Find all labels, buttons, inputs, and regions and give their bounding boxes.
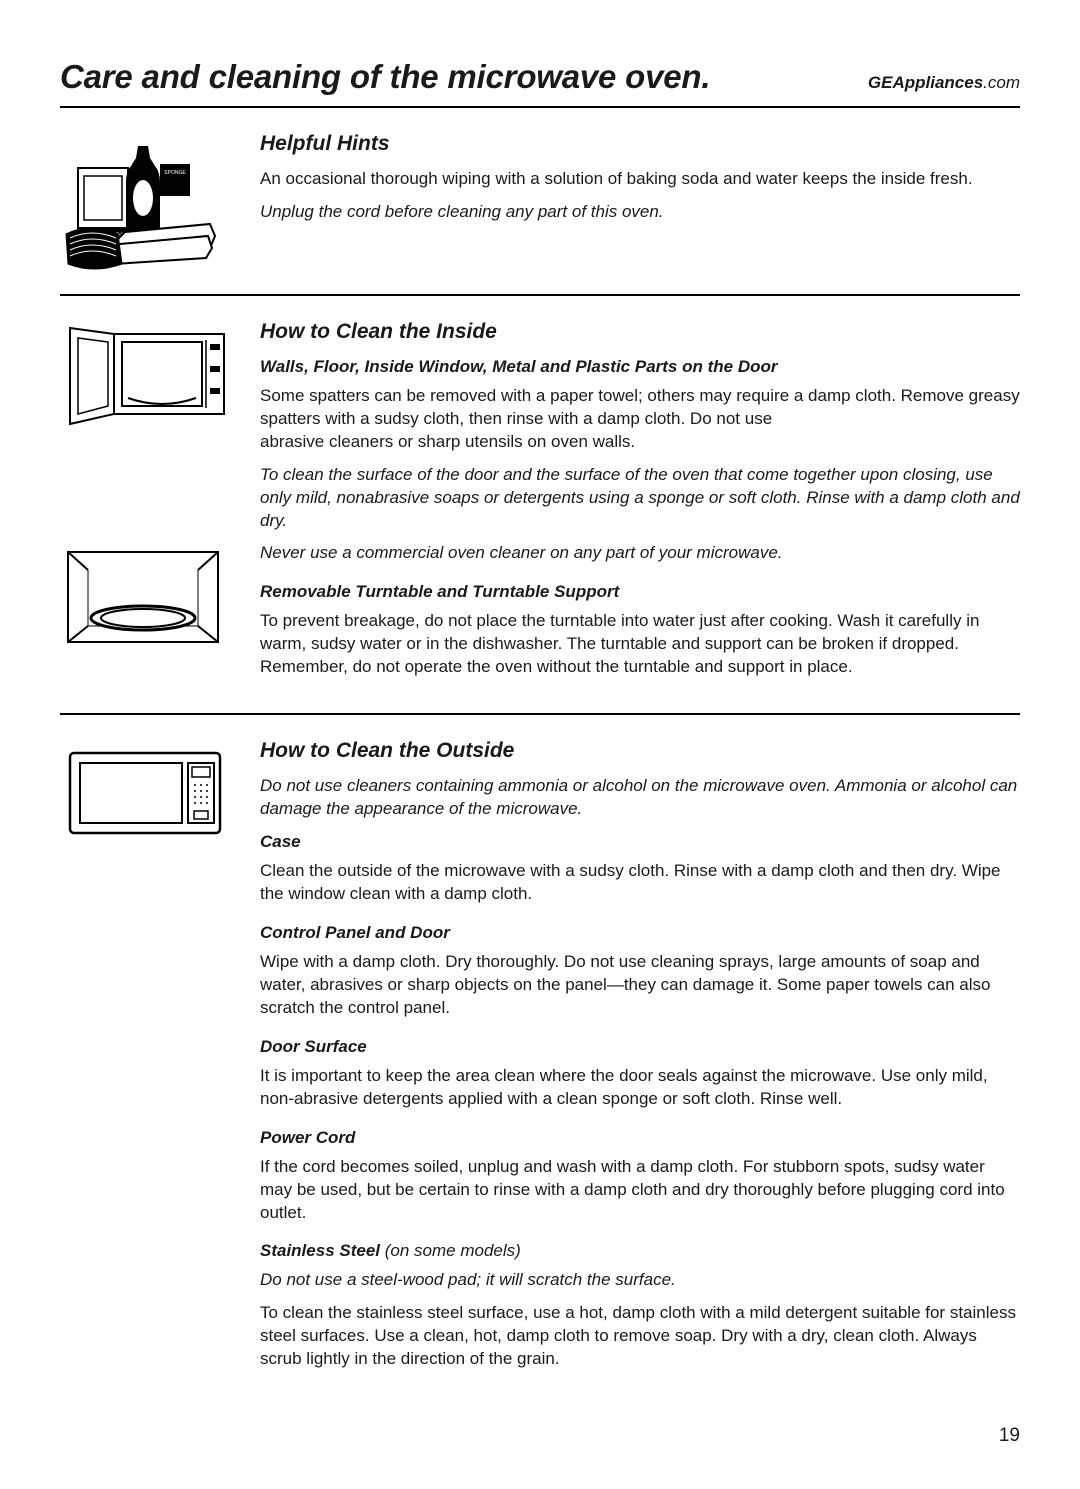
sub-title: Power Cord — [260, 1127, 1020, 1150]
sub-turntable: Removable Turntable and Turntable Suppor… — [260, 581, 1020, 679]
body-text: Wipe with a damp cloth. Dry thoroughly. … — [260, 951, 1020, 1020]
helpful-hints-text: Helpful Hints An occasional thorough wip… — [260, 130, 1020, 276]
section-divider — [60, 294, 1020, 296]
sub-title: Control Panel and Door — [260, 922, 1020, 945]
section-clean-outside: How to Clean the Outside Do not use clea… — [60, 737, 1020, 1387]
body-text: Some spatters can be removed with a pape… — [260, 385, 1020, 454]
italic-text: Never use a commercial oven cleaner on a… — [260, 542, 1020, 565]
sub-title-note: (on some models) — [380, 1241, 521, 1260]
page-title: Care and cleaning of the microwave oven. — [60, 55, 710, 100]
open-microwave-icon — [60, 324, 230, 434]
italic-text: Do not use a steel-wood pad; it will scr… — [260, 1269, 1020, 1292]
icon-column — [60, 318, 230, 696]
page-number: 19 — [60, 1423, 1020, 1449]
body-text: An occasional thorough wiping with a sol… — [260, 168, 1020, 191]
clean-inside-text: How to Clean the Inside Walls, Floor, In… — [260, 318, 1020, 696]
body-text: It is important to keep the area clean w… — [260, 1065, 1020, 1111]
cleaning-supplies-icon: BAKING SODA SPONGE — [60, 130, 230, 276]
sub-walls-floor: Walls, Floor, Inside Window, Metal and P… — [260, 356, 1020, 566]
sub-title: Door Surface — [260, 1036, 1020, 1059]
closed-microwave-icon — [60, 737, 230, 1387]
body-text: Clean the outside of the microwave with … — [260, 860, 1020, 906]
intro-warning: Do not use cleaners containing ammonia o… — [260, 775, 1020, 821]
section-title: How to Clean the Outside — [260, 737, 1020, 765]
svg-text:SPONGE: SPONGE — [164, 170, 186, 176]
section-title: How to Clean the Inside — [260, 318, 1020, 346]
body-text: To clean the stainless steel surface, us… — [260, 1302, 1020, 1371]
italic-text: To clean the surface of the door and the… — [260, 464, 1020, 533]
sub-title: Walls, Floor, Inside Window, Metal and P… — [260, 356, 1020, 379]
brand-link: GEAppliances.com — [868, 72, 1020, 95]
section-helpful-hints: BAKING SODA SPONGE Helpful Hints An — [60, 130, 1020, 276]
brand-tld: .com — [983, 73, 1020, 92]
sub-power-cord: Power Cord If the cord becomes soiled, u… — [260, 1127, 1020, 1225]
sub-title: Removable Turntable and Turntable Suppor… — [260, 581, 1020, 604]
sub-control-panel: Control Panel and Door Wipe with a damp … — [260, 922, 1020, 1020]
brand-bold: GEAppliances — [868, 73, 983, 92]
sub-door-surface: Door Surface It is important to keep the… — [260, 1036, 1020, 1111]
sub-case: Case Clean the outside of the microwave … — [260, 831, 1020, 906]
turntable-icon — [60, 544, 230, 654]
page-header: Care and cleaning of the microwave oven.… — [60, 55, 1020, 108]
warning-text: Unplug the cord before cleaning any part… — [260, 201, 1020, 224]
section-divider — [60, 713, 1020, 715]
section-clean-inside: How to Clean the Inside Walls, Floor, In… — [60, 318, 1020, 696]
sub-title: Stainless Steel (on some models) — [260, 1240, 1020, 1263]
body-text: To prevent breakage, do not place the tu… — [260, 610, 1020, 679]
section-title: Helpful Hints — [260, 130, 1020, 158]
sub-stainless-steel: Stainless Steel (on some models) Do not … — [260, 1240, 1020, 1371]
sub-title-text: Stainless Steel — [260, 1241, 380, 1260]
body-text: If the cord becomes soiled, unplug and w… — [260, 1156, 1020, 1225]
clean-outside-text: How to Clean the Outside Do not use clea… — [260, 737, 1020, 1387]
sub-title: Case — [260, 831, 1020, 854]
